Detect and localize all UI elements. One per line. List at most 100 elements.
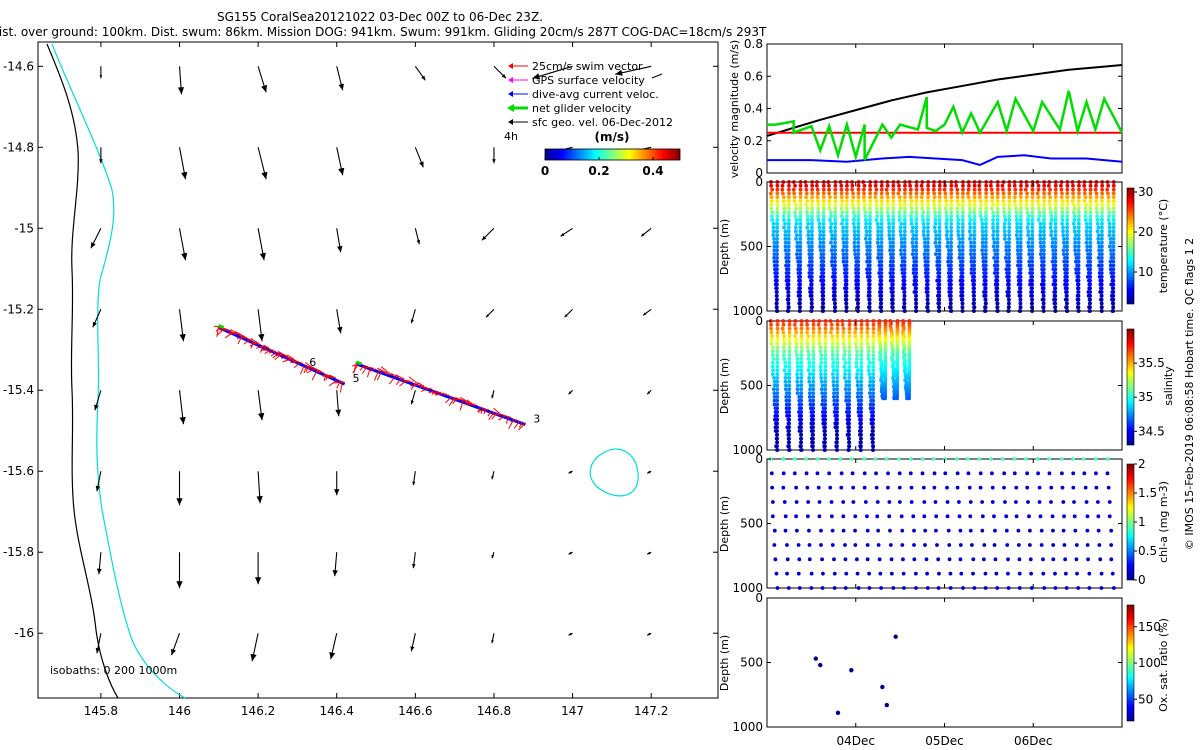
profile-point — [770, 187, 774, 192]
profile-point — [1050, 244, 1055, 249]
profile-point — [844, 199, 849, 203]
profile-point — [961, 191, 965, 196]
profile-point — [839, 485, 844, 490]
profile-point — [1007, 206, 1012, 211]
profile-point — [775, 368, 780, 373]
profile-point — [798, 305, 802, 310]
profile-point — [867, 360, 872, 365]
profile-point — [1088, 290, 1092, 294]
profile-point — [856, 274, 861, 279]
profile-point — [879, 252, 884, 256]
profile-point — [960, 286, 965, 291]
legend-net-label: net glider velocity — [532, 102, 632, 115]
profile-point — [984, 199, 988, 203]
swim-vector — [291, 359, 303, 364]
profile-point — [856, 244, 861, 249]
profile-point — [770, 214, 774, 219]
profile-point — [995, 187, 1000, 192]
profile-point — [811, 417, 816, 422]
profile-point — [1041, 557, 1045, 562]
profile-point — [1064, 297, 1069, 302]
ytick-label: 0.8 — [744, 37, 763, 51]
profile-point — [1099, 252, 1104, 256]
profile-point — [995, 244, 1000, 249]
profile-point — [856, 233, 861, 238]
profile-point — [867, 586, 872, 590]
swim-vector — [404, 380, 413, 383]
profile-point — [1053, 274, 1058, 279]
profile-point — [1086, 557, 1090, 562]
profile-point — [1024, 199, 1029, 203]
profile-point — [921, 210, 926, 215]
profile-point — [960, 297, 965, 302]
profile-point — [1076, 210, 1081, 215]
profile-point — [934, 237, 938, 241]
profile-point — [823, 425, 827, 430]
profile-point — [949, 252, 953, 256]
profile-point — [798, 191, 803, 196]
profile-point — [795, 368, 800, 373]
profile-point — [983, 301, 988, 306]
profile-point — [879, 293, 884, 298]
profile-point — [770, 218, 775, 222]
profile-point — [821, 214, 826, 219]
profile-point — [775, 406, 780, 411]
profile-point — [856, 225, 861, 230]
profile-point — [1064, 586, 1069, 590]
profile-point — [984, 225, 988, 230]
profile-point — [1094, 195, 1099, 200]
profile-point — [820, 586, 825, 590]
ytick-label: 0 — [755, 175, 763, 189]
profile-point — [821, 248, 826, 253]
profile-point — [1027, 514, 1031, 519]
geo-vector-head — [337, 245, 343, 253]
profile-point — [859, 402, 864, 407]
profile-point — [798, 274, 803, 279]
profile-point — [868, 383, 872, 388]
net-velocity — [218, 324, 225, 329]
profile-point — [991, 221, 995, 226]
profile-point — [1094, 210, 1099, 215]
profile-point — [889, 571, 894, 576]
profile-point — [1111, 233, 1116, 238]
profile-point — [980, 252, 985, 256]
profile-point — [966, 191, 970, 196]
profile-point — [852, 237, 857, 241]
profile-point — [1018, 206, 1023, 211]
swim-vector — [224, 328, 232, 332]
profile-point — [1041, 282, 1046, 287]
profile-point — [859, 330, 864, 335]
profile-point — [944, 233, 949, 238]
profile-point — [949, 282, 953, 287]
profile-point — [855, 353, 859, 358]
profile-point — [1094, 471, 1098, 476]
profile-point — [782, 341, 787, 346]
profile-point — [1018, 267, 1023, 272]
profile-point — [900, 244, 904, 249]
profile-point — [829, 326, 834, 331]
profile-point — [823, 417, 827, 422]
profile-point — [823, 338, 828, 342]
profile-point — [787, 402, 792, 407]
oxygen-point — [880, 684, 885, 690]
profile-point — [787, 330, 792, 335]
profile-point — [874, 485, 879, 490]
profile-point — [775, 448, 779, 452]
profile-point — [914, 210, 919, 215]
profile-point — [1041, 259, 1046, 264]
swim-vector — [230, 328, 241, 336]
profile-point — [931, 183, 936, 188]
profile-point — [853, 334, 858, 339]
map-ytick-label: -15 — [14, 221, 34, 235]
profile-point — [810, 183, 815, 188]
profile-point — [809, 255, 814, 260]
profile-point — [968, 237, 972, 241]
profile-point — [922, 255, 927, 260]
geo-vector-head — [647, 551, 651, 555]
profile-point — [828, 218, 832, 222]
profile-point — [786, 271, 791, 275]
profile-point — [821, 255, 826, 260]
profile-point — [914, 293, 918, 298]
profile-point — [1053, 259, 1058, 264]
